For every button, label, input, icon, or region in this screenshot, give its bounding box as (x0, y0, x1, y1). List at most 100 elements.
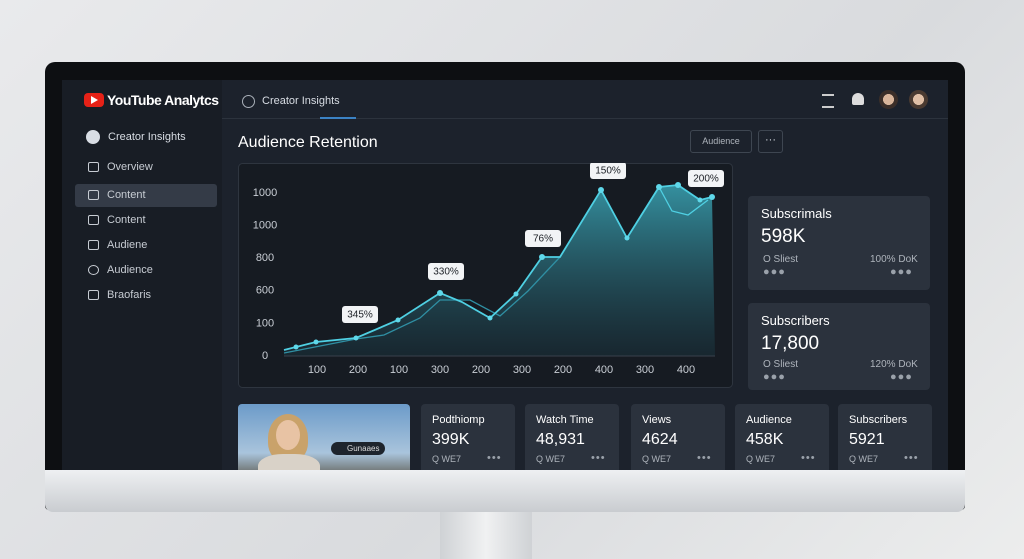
card-value: 598K (761, 226, 806, 247)
monitor-chin (45, 470, 965, 512)
stat-note: Q WE7 (536, 454, 566, 464)
logo-text: YouTube Analytcs (107, 92, 219, 108)
callout-box (428, 263, 464, 280)
notification-icon[interactable] (852, 93, 864, 105)
summary-card: Subscrimals 598K O Sliest 100% DoK ●●● ●… (748, 196, 930, 290)
callout-label: 330% (433, 267, 459, 278)
card-dots: ●●● (890, 266, 913, 278)
avatar[interactable] (879, 90, 898, 109)
person-body (258, 454, 320, 470)
card-change: 120% DoK (870, 359, 918, 370)
callout-label: 200% (693, 174, 719, 185)
retention-points (293, 182, 715, 350)
stat-title: Audience (746, 414, 792, 426)
stat-dots: ••• (697, 452, 712, 464)
stat-card: Podthiomp 399K Q WE7 ••• (421, 404, 515, 470)
stat-note: Q WE7 (642, 454, 672, 464)
retention-line-secondary (658, 186, 709, 216)
menu-item[interactable]: Content (75, 209, 217, 232)
stat-title: Subscribers (849, 414, 908, 426)
menu-item[interactable]: Overview (75, 156, 217, 179)
stat-value: 5921 (849, 431, 885, 448)
y-axis-label: 100 (256, 317, 274, 329)
more-button[interactable]: ··· (758, 130, 783, 153)
menu-icon[interactable] (822, 94, 834, 108)
stat-card: Watch Time 48,931 Q WE7 ••• (525, 404, 619, 470)
y-axis-label: 600 (256, 285, 274, 297)
callout-label: 76% (533, 234, 553, 245)
menu-label: Audiene (107, 239, 148, 251)
stat-dots: ••• (591, 452, 606, 464)
y-axis-label: 1000 (253, 187, 277, 199)
stat-value: 48,931 (536, 431, 585, 448)
stat-dots: ••• (487, 452, 502, 464)
logo-play (91, 96, 98, 104)
card-note: O Sliest (763, 254, 799, 265)
x-axis-label: 400 (677, 364, 695, 376)
menu-label: Content (107, 189, 146, 201)
callout-box (342, 306, 378, 323)
menu-label: Content (107, 214, 146, 226)
summary-card: Subscribers 17,800 O Sliest 120% DoK ●●●… (748, 303, 930, 390)
y-axis-label: 0 (262, 350, 268, 362)
tab-icon (242, 95, 255, 108)
card-dots: ●●● (763, 371, 786, 383)
avatar[interactable] (909, 90, 928, 109)
sidebar: YouTube Analytcs Creator Insights Overvi… (62, 80, 222, 470)
menu-item[interactable]: Braofaris (75, 284, 217, 307)
card-title: Subscrimals (761, 206, 832, 221)
menu-item[interactable]: Content (75, 184, 217, 207)
card-value: 17,800 (761, 333, 820, 354)
profile-icon (86, 130, 100, 144)
monitor-stand (440, 512, 532, 559)
retention-line-secondary (283, 256, 561, 354)
topbar-divider (222, 118, 948, 119)
card-dots: ●●● (890, 371, 913, 383)
card-change: 100% DoK (870, 254, 918, 265)
menu-label: Audience (107, 264, 153, 276)
x-axis-label: 300 (636, 364, 654, 376)
stat-value: 399K (432, 431, 470, 448)
tab[interactable]: Creator Insights (262, 95, 340, 107)
menu-label: Braofaris (107, 289, 152, 301)
card-note: O Sliest (763, 359, 799, 370)
stat-title: Watch Time (536, 414, 594, 426)
callout-label: 345% (347, 310, 373, 321)
callout-box (688, 170, 724, 187)
card-title: Subscribers (761, 313, 830, 328)
callout-label: 150% (595, 166, 621, 177)
x-axis-label: 200 (554, 364, 572, 376)
filter-button[interactable]: Audience (690, 130, 752, 153)
y-axis-label: 800 (256, 252, 274, 264)
retention-area (284, 185, 715, 356)
profile-name[interactable]: Creator Insights (108, 131, 186, 143)
callout-box (590, 163, 626, 179)
video-thumbnail[interactable]: Gunaaes (238, 404, 410, 470)
stat-card: Subscribers 5921 Q WE7 ••• (838, 404, 932, 470)
stat-note: Q WE7 (432, 454, 462, 464)
x-axis-label: 100 (390, 364, 408, 376)
menu-item[interactable]: Audience (75, 259, 217, 282)
menu-label: Overview (107, 161, 153, 173)
stat-note: Q WE7 (849, 454, 879, 464)
stat-note: Q WE7 (746, 454, 776, 464)
stat-dots: ••• (801, 452, 816, 464)
stat-title: Podthiomp (432, 414, 485, 426)
card-dots: ●●● (763, 266, 786, 278)
video-badge: Gunaaes (331, 442, 386, 455)
y-axis-label: 1000 (253, 220, 277, 232)
x-axis-label: 100 (308, 364, 326, 376)
tab-underline (320, 117, 356, 119)
stat-dots: ••• (904, 452, 919, 464)
callout-box (525, 230, 561, 247)
x-axis-label: 200 (472, 364, 490, 376)
stat-card: Views 4624 Q WE7 ••• (631, 404, 725, 470)
menu-item[interactable]: Audiene (75, 234, 217, 257)
stat-card: Audience 458K Q WE7 ••• (735, 404, 829, 470)
x-axis-label: 200 (349, 364, 367, 376)
screen: YouTube Analytcs Creator Insights Overvi… (62, 80, 948, 470)
x-axis-label: 300 (431, 364, 449, 376)
person-face (276, 420, 300, 450)
